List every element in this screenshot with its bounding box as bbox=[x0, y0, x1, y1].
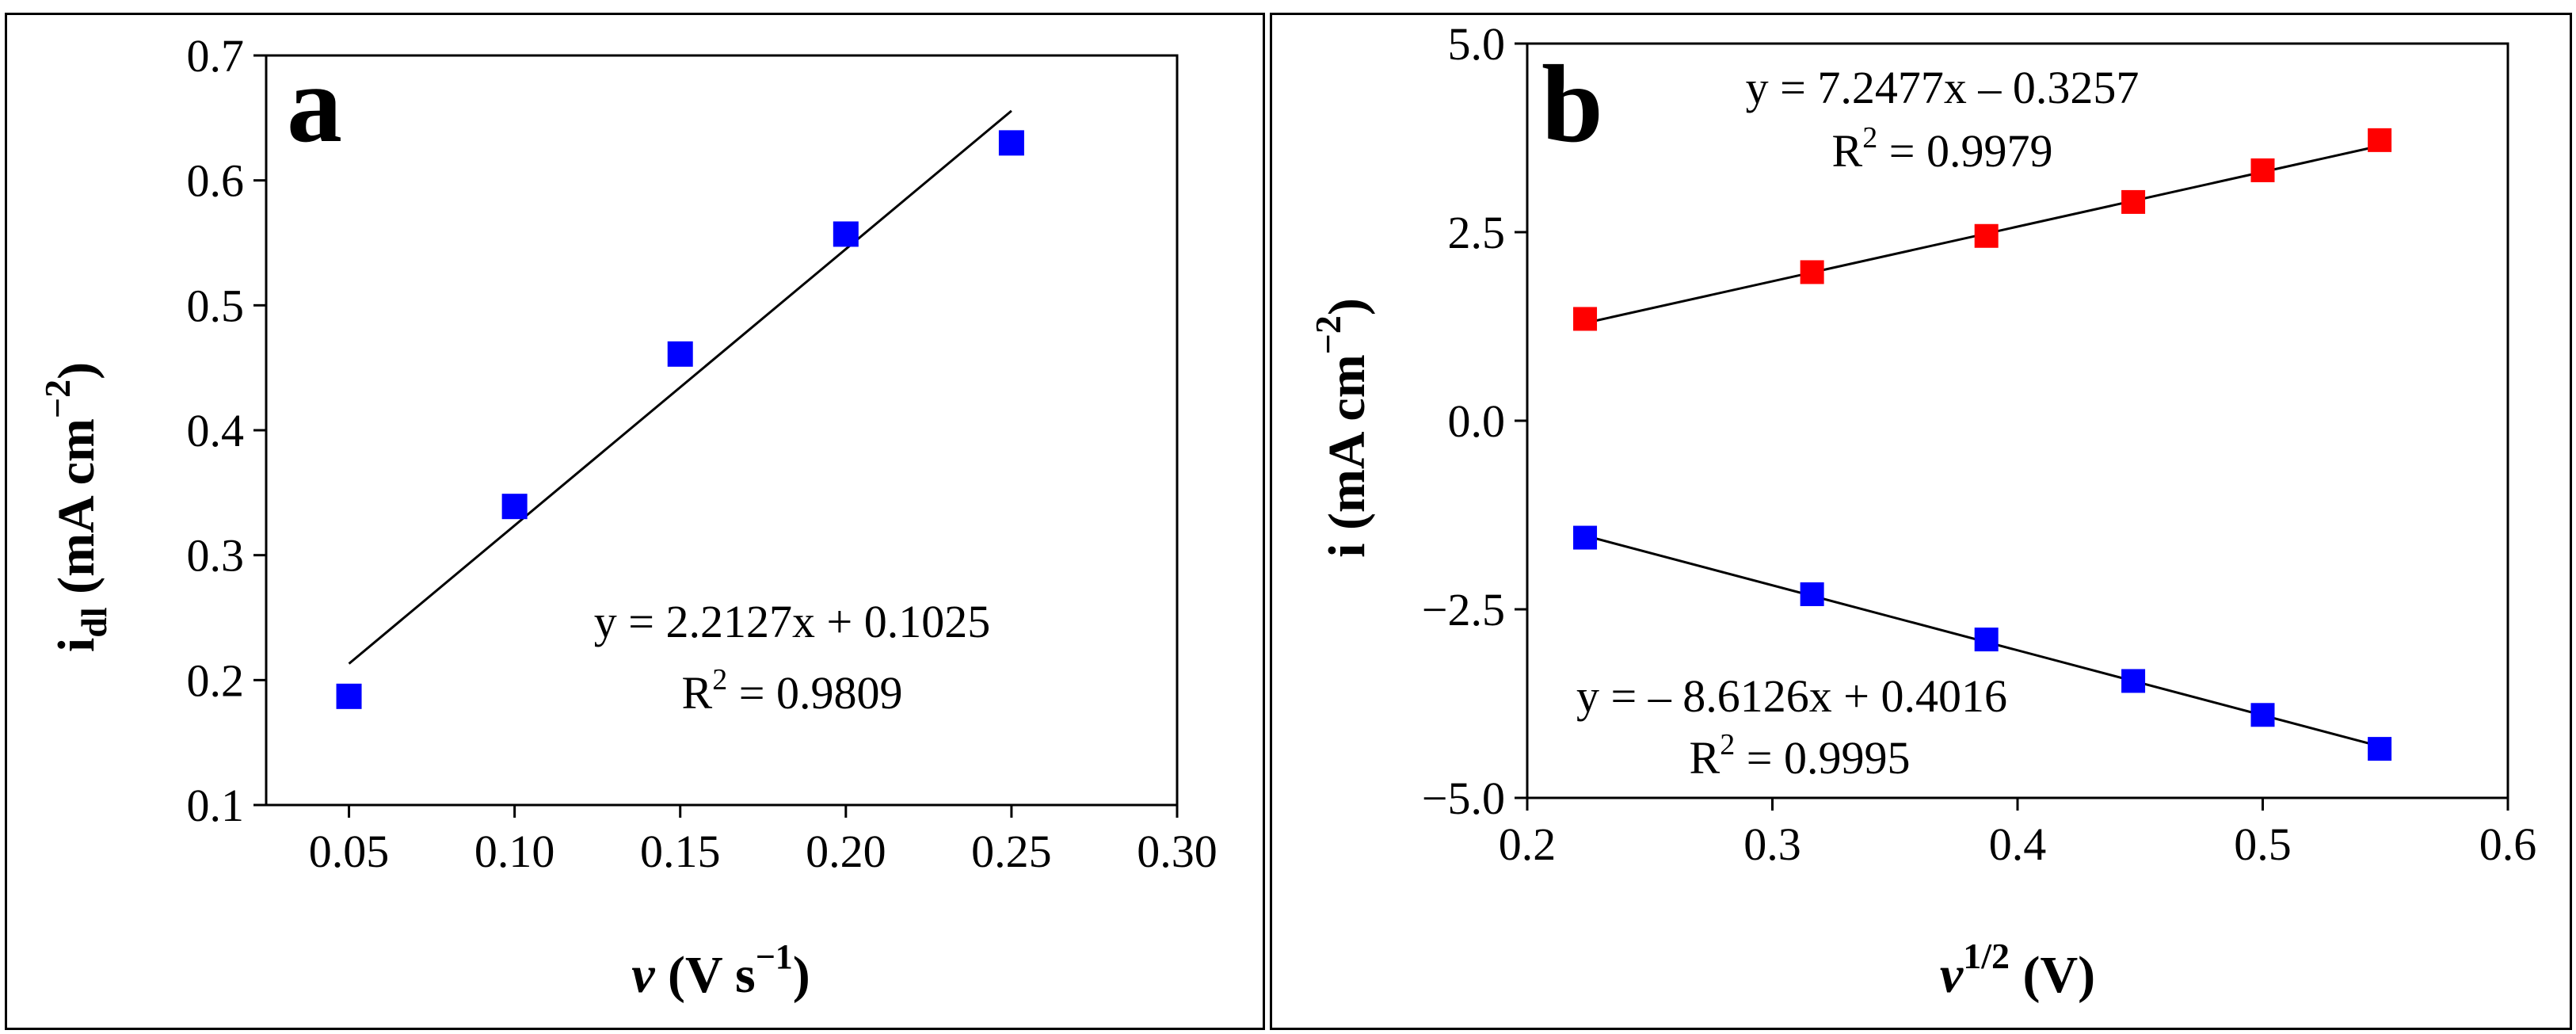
x-tick-label: 0.15 bbox=[640, 826, 721, 877]
y-tick-label: 0.2 bbox=[187, 654, 245, 706]
y-tick-label: 2.5 bbox=[1448, 207, 1506, 258]
x-tick-label: 0.6 bbox=[2479, 818, 2537, 870]
panel-a-x-ticks: 0.05 0.10 0.15 0.20 0.25 0.30 bbox=[309, 805, 1218, 877]
panel-a-fit-lines bbox=[348, 109, 1012, 665]
data-point-anodic bbox=[2121, 189, 2146, 214]
fit-line-points bbox=[348, 109, 1012, 665]
y-tick-label: 0.6 bbox=[187, 155, 245, 207]
data-point-points bbox=[667, 341, 693, 367]
y-tick-label: 0.5 bbox=[187, 280, 245, 331]
data-point-points bbox=[336, 683, 362, 709]
panel-b-y-axis-label: i (mA cm−2) bbox=[1308, 298, 1376, 558]
data-point-cathodic bbox=[2121, 669, 2146, 693]
panel-a-y-ticks: 0.1 0.2 0.3 0.4 0.5 0.6 0.7 bbox=[187, 30, 266, 831]
data-point-anodic bbox=[1974, 223, 1999, 248]
panel-a-frame bbox=[5, 13, 1265, 1030]
data-point-cathodic bbox=[1974, 628, 1999, 652]
panel-a-label: a bbox=[287, 43, 342, 166]
panel-b-anodic-r2: R2 = 0.9979 bbox=[1832, 121, 2053, 177]
x-tick-label: 0.05 bbox=[309, 826, 390, 877]
x-tick-label: 0.4 bbox=[1989, 818, 2047, 870]
panel-a-x-axis-label: v (V s−1) bbox=[631, 937, 810, 1004]
x-tick-label: 0.2 bbox=[1499, 818, 1557, 870]
y-tick-label: 0.3 bbox=[187, 530, 245, 582]
x-tick-label: 0.25 bbox=[971, 826, 1052, 877]
data-point-points bbox=[998, 130, 1024, 156]
panel-b-frame bbox=[1270, 13, 2572, 1030]
y-tick-label: 0.1 bbox=[187, 780, 245, 831]
data-point-anodic bbox=[2368, 128, 2392, 152]
panel-a-r2: R2 = 0.9809 bbox=[682, 663, 903, 719]
x-tick-label: 0.3 bbox=[1743, 818, 1801, 870]
x-tick-label: 0.20 bbox=[806, 826, 886, 877]
y-tick-label: 0.4 bbox=[187, 405, 245, 456]
panel-a: 0.05 0.10 0.15 0.20 0.25 0.30 0.1 0.2 0.3 0.4 0.5… bbox=[37, 30, 1218, 1004]
y-tick-label: −2.5 bbox=[1422, 584, 1505, 635]
data-point-cathodic bbox=[2250, 703, 2275, 727]
x-tick-label: 0.30 bbox=[1137, 826, 1218, 877]
data-point-anodic bbox=[1573, 307, 1598, 331]
panel-b-label: b bbox=[1541, 43, 1603, 166]
panel-b-points bbox=[1573, 128, 2392, 761]
panel-b-y-ticks: −5.0 −2.5 0.0 2.5 5.0 bbox=[1422, 18, 1527, 824]
panel-b-cathodic-r2: R2 = 0.9995 bbox=[1690, 728, 1911, 784]
panel-b-x-ticks: 0.2 0.3 0.4 0.5 0.6 bbox=[1499, 798, 2537, 870]
panel-b-x-axis-label: v1/2 (V) bbox=[1940, 936, 2095, 1004]
data-point-points bbox=[833, 221, 859, 247]
panel-a-equation: y = 2.2127x + 0.1025 bbox=[594, 596, 990, 647]
data-point-cathodic bbox=[2368, 737, 2392, 761]
y-tick-label: 5.0 bbox=[1448, 18, 1506, 70]
data-point-cathodic bbox=[1573, 525, 1598, 550]
data-point-cathodic bbox=[1800, 582, 1824, 606]
panel-a-y-axis-label: idl (mA cm−2) bbox=[37, 362, 114, 652]
y-tick-label: −5.0 bbox=[1422, 773, 1505, 824]
y-tick-label: 0.7 bbox=[187, 30, 245, 82]
data-point-anodic bbox=[1800, 260, 1824, 284]
panel-a-points bbox=[336, 130, 1024, 709]
data-point-points bbox=[501, 494, 528, 520]
panel-b-cathodic-equation: y = – 8.6126x + 0.4016 bbox=[1576, 670, 2007, 722]
x-tick-label: 0.5 bbox=[2234, 818, 2292, 870]
data-point-anodic bbox=[2250, 158, 2275, 182]
panel-b-anodic-equation: y = 7.2477x – 0.3257 bbox=[1746, 62, 2140, 113]
y-tick-label: 0.0 bbox=[1448, 395, 1506, 447]
x-tick-label: 0.10 bbox=[474, 826, 555, 877]
panel-b: 0.2 0.3 0.4 0.5 0.6 −5.0 −2.5 0.0 2.5 5.0 b y = … bbox=[1308, 18, 2536, 1004]
